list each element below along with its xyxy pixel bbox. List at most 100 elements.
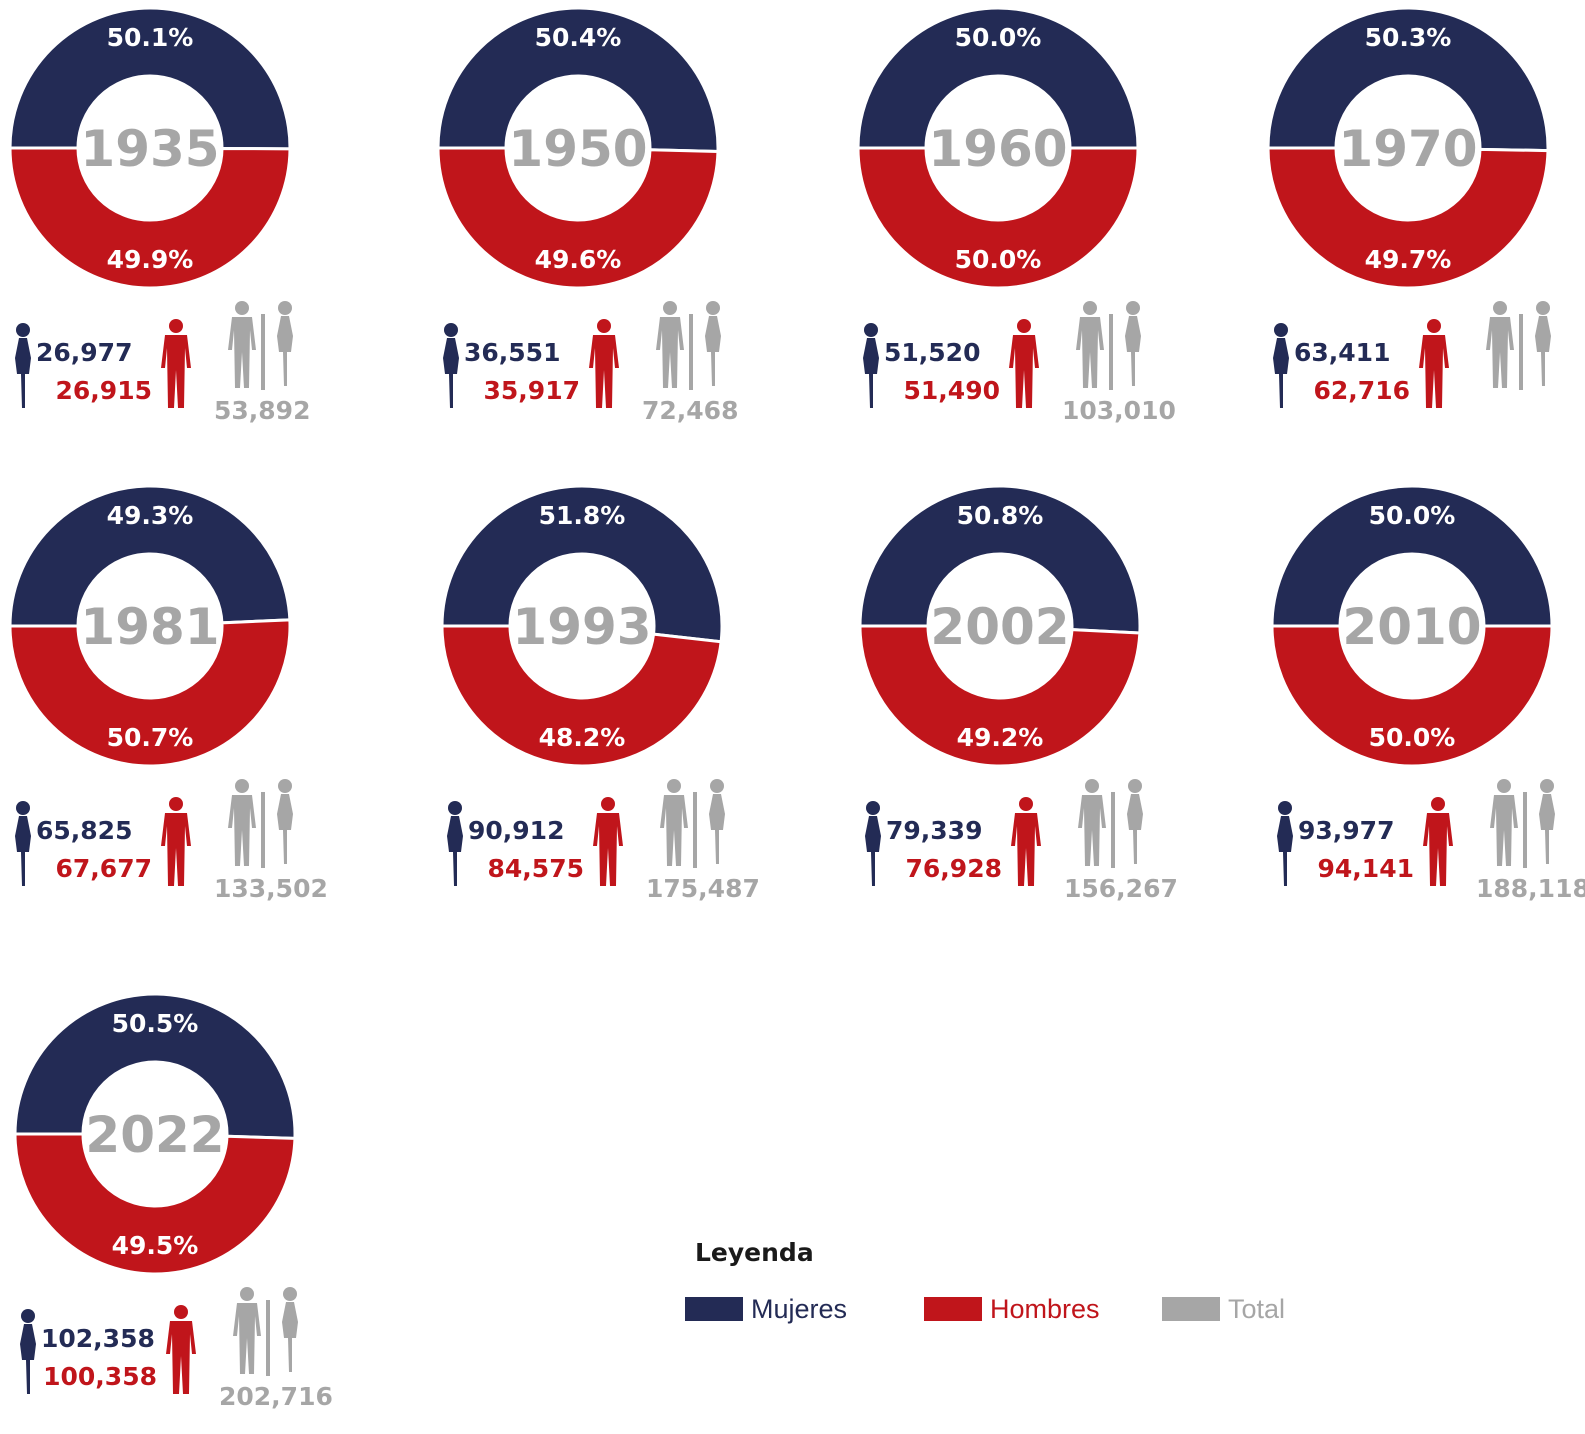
pct-label-mujeres-1981: 49.3% <box>107 501 194 530</box>
pct-label-mujeres-2002: 50.8% <box>957 501 1044 530</box>
year-label-1970: 1970 <box>1338 120 1477 178</box>
pct-label-mujeres-2010: 50.0% <box>1369 501 1456 530</box>
donut-chart-2022: 50.5% 49.5% 2022 <box>13 992 297 1276</box>
year-label-1950: 1950 <box>508 120 647 178</box>
pct-label-mujeres-1993: 51.8% <box>539 501 626 530</box>
woman-icon <box>12 322 34 415</box>
legend-title: Leyenda <box>695 1238 814 1267</box>
woman-icon <box>1270 322 1292 415</box>
man-icon <box>1418 318 1450 415</box>
man-icon <box>1008 318 1040 415</box>
man-icon <box>592 796 624 893</box>
woman-icon <box>17 1308 39 1401</box>
population-icon <box>228 300 298 397</box>
population-icon <box>1076 300 1146 397</box>
donut-chart-2010: 50.0% 50.0% 2010 <box>1270 484 1554 768</box>
man-icon <box>160 318 192 415</box>
count-mujeres-1935: 26,977 <box>36 338 133 367</box>
count-mujeres-2010: 93,977 <box>1298 816 1395 845</box>
slice-mujeres-1970 <box>1266 6 1550 153</box>
donut-chart-1960: 50.0% 50.0% 1960 <box>856 6 1140 290</box>
pct-label-hombres-2022: 49.5% <box>112 1231 199 1260</box>
count-mujeres-1981: 65,825 <box>36 816 133 845</box>
population-icon <box>1078 778 1148 875</box>
woman-icon <box>444 800 466 893</box>
man-icon <box>1010 796 1042 893</box>
count-total-2010: 188,118 <box>1476 874 1585 903</box>
donut-panel-1950: 50.4% 49.6% 1950 36,551 35,917 72,468 <box>428 0 748 440</box>
count-hombres-1950: 35,917 <box>483 376 580 405</box>
donut-panel-1970: 50.3% 49.7% 1970 63,411 62,716 <box>1258 0 1578 440</box>
slice-mujeres-1960 <box>856 6 1140 150</box>
count-hombres-2022: 100,358 <box>43 1362 157 1391</box>
count-mujeres-1950: 36,551 <box>464 338 561 367</box>
donut-panel-2002: 50.8% 49.2% 2002 79,339 76,928 156,267 <box>850 478 1178 918</box>
count-mujeres-1960: 51,520 <box>884 338 981 367</box>
count-total-1993: 175,487 <box>646 874 760 903</box>
slice-hombres-1960 <box>856 146 1140 290</box>
count-hombres-2002: 76,928 <box>905 854 1002 883</box>
donut-panel-1960: 50.0% 50.0% 1960 51,520 51,490 103,010 <box>848 0 1176 440</box>
count-total-2022: 202,716 <box>219 1382 333 1411</box>
count-total-1981: 133,502 <box>214 874 328 903</box>
count-total-1935: 53,892 <box>214 396 311 425</box>
count-total-1950: 72,468 <box>642 396 739 425</box>
donut-chart-1950: 50.4% 49.6% 1950 <box>436 6 720 290</box>
count-total-2002: 156,267 <box>1064 874 1178 903</box>
year-label-2002: 2002 <box>930 598 1069 656</box>
pct-label-mujeres-2022: 50.5% <box>112 1009 199 1038</box>
slice-hombres-1935 <box>8 146 292 290</box>
donut-panel-2010: 50.0% 50.0% 2010 93,977 94,141 188,118 <box>1262 478 1585 918</box>
pct-label-hombres-1970: 49.7% <box>1365 245 1452 274</box>
slice-hombres-2010 <box>1270 624 1554 768</box>
man-icon <box>1422 796 1454 893</box>
count-hombres-1960: 51,490 <box>903 376 1000 405</box>
count-hombres-1981: 67,677 <box>55 854 152 883</box>
pct-label-hombres-1950: 49.6% <box>535 245 622 274</box>
man-icon <box>160 796 192 893</box>
pct-label-hombres-2010: 50.0% <box>1369 723 1456 752</box>
legend-label-total: Total <box>1228 1294 1286 1324</box>
pct-label-hombres-1960: 50.0% <box>955 245 1042 274</box>
pct-label-hombres-1993: 48.2% <box>539 723 626 752</box>
legend-label-hombres: Hombres <box>990 1294 1100 1324</box>
year-label-1981: 1981 <box>80 598 219 656</box>
pct-label-mujeres-1960: 50.0% <box>955 23 1042 52</box>
slice-hombres-1950 <box>436 146 720 290</box>
legend-swatch-total <box>1162 1297 1220 1321</box>
count-mujeres-1970: 63,411 <box>1294 338 1391 367</box>
woman-icon <box>440 322 462 415</box>
donut-chart-2002: 50.8% 49.2% 2002 <box>858 484 1142 768</box>
slice-mujeres-1993 <box>440 484 724 644</box>
population-icon <box>228 778 298 875</box>
man-icon <box>588 318 620 415</box>
slice-mujeres-2022 <box>13 992 297 1140</box>
donut-chart-1935: 50.1% 49.9% 1935 <box>8 6 292 290</box>
count-total-1960: 103,010 <box>1062 396 1176 425</box>
count-hombres-1993: 84,575 <box>487 854 584 883</box>
donut-panel-2022: 50.5% 49.5% 2022 102,358 100,358 202,716 <box>5 986 333 1426</box>
slice-hombres-2002 <box>858 624 1142 768</box>
donut-panel-1935: 50.1% 49.9% 1935 26,977 26,915 53,892 <box>0 0 320 440</box>
woman-icon <box>12 800 34 893</box>
population-icon <box>233 1286 303 1383</box>
slice-mujeres-1950 <box>436 6 720 154</box>
slice-mujeres-1981 <box>8 484 292 628</box>
pct-label-mujeres-1935: 50.1% <box>107 23 194 52</box>
slice-mujeres-2010 <box>1270 484 1554 628</box>
year-label-1935: 1935 <box>80 120 219 178</box>
donut-panel-1993: 51.8% 48.2% 1993 90,912 84,575 175,487 <box>432 478 760 918</box>
population-icon <box>656 300 726 397</box>
pct-label-hombres-1935: 49.9% <box>107 245 194 274</box>
count-hombres-1935: 26,915 <box>55 376 152 405</box>
count-mujeres-1993: 90,912 <box>468 816 565 845</box>
slice-hombres-1993 <box>440 624 723 768</box>
pct-label-mujeres-1950: 50.4% <box>535 23 622 52</box>
donut-chart-1993: 51.8% 48.2% 1993 <box>440 484 724 768</box>
legend: Leyenda Mujeres Hombres Total <box>685 1238 1395 1348</box>
count-mujeres-2022: 102,358 <box>41 1324 155 1353</box>
slice-hombres-1981 <box>8 618 292 768</box>
slice-hombres-2022 <box>13 1132 297 1276</box>
man-icon <box>165 1304 197 1401</box>
